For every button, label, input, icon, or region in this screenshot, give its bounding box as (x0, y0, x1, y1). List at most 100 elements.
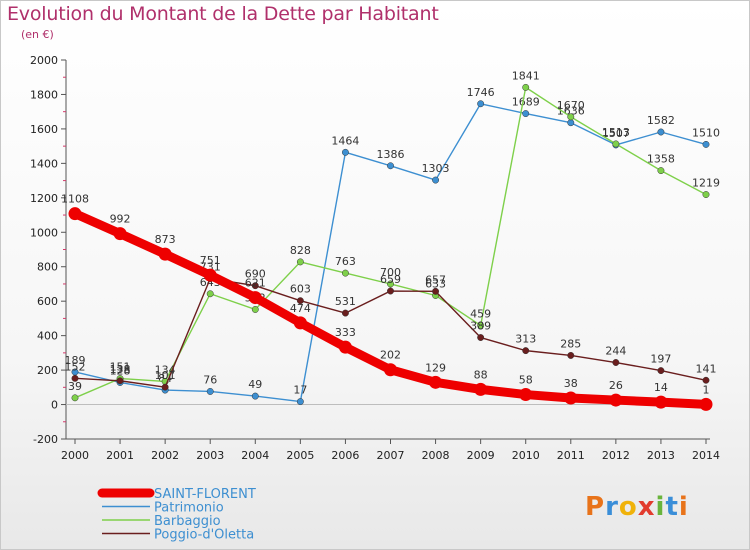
x-tick-label: 2007 (377, 449, 405, 462)
data-label: 76 (203, 373, 217, 386)
data-point (702, 191, 710, 198)
data-label: 1513 (602, 126, 630, 139)
data-point (296, 258, 304, 266)
data-label: 129 (425, 361, 446, 374)
y-tick-label: 400 (37, 330, 58, 343)
data-label: 1670 (557, 99, 585, 112)
y-tick-label: -200 (33, 433, 58, 446)
data-label: 138 (110, 363, 131, 376)
data-label: 39 (68, 380, 82, 393)
data-label: 152 (65, 360, 86, 373)
data-label: 313 (515, 333, 536, 346)
x-tick-label: 2011 (557, 449, 585, 462)
y-tick-label: 200 (37, 364, 58, 377)
data-label: 1 (703, 383, 710, 396)
data-point (432, 176, 440, 184)
data-label: 751 (200, 254, 221, 267)
data-label: 1636 (557, 105, 585, 118)
data-label: 128 (110, 364, 131, 377)
data-label: 1386 (377, 148, 405, 161)
x-tick-label: 2005 (286, 449, 314, 462)
data-label: 389 (470, 320, 491, 333)
data-point (432, 287, 440, 295)
data-label: 1510 (692, 126, 720, 139)
data-point (429, 375, 443, 389)
legend-label: Patrimonio (154, 501, 224, 516)
data-point (387, 280, 394, 288)
data-point (564, 391, 578, 405)
data-point (474, 382, 488, 396)
data-point (71, 394, 79, 402)
data-label: 189 (65, 354, 86, 367)
data-label: 38 (564, 377, 578, 390)
data-label: 531 (335, 295, 356, 308)
legend-label: Barbaggio (154, 514, 221, 529)
logo-letter: x (637, 492, 656, 522)
data-label: 1219 (692, 177, 720, 190)
logo-letter: o (618, 492, 638, 522)
y-tick-label: 2000 (30, 54, 58, 67)
data-label: 285 (560, 337, 581, 350)
data-label: 26 (609, 379, 623, 392)
legend-label: SAINT-FLORENT (154, 487, 256, 502)
x-tick-label: 2006 (331, 449, 359, 462)
data-point (384, 363, 397, 377)
data-point (522, 110, 530, 118)
data-label: 657 (425, 273, 446, 286)
data-point (657, 167, 665, 175)
data-label: 474 (290, 302, 311, 315)
logo-letter: i (678, 492, 689, 522)
data-label: 244 (605, 345, 626, 358)
y-tick-label: 1600 (30, 123, 58, 136)
x-tick-label: 2003 (196, 449, 224, 462)
data-label: 17 (293, 384, 307, 397)
data-point (206, 388, 214, 395)
data-label: 1582 (647, 114, 675, 127)
data-point (477, 100, 485, 108)
data-point (657, 128, 665, 136)
data-label: 659 (380, 273, 401, 286)
data-label: 828 (290, 244, 311, 257)
data-point (477, 322, 485, 329)
data-label: 49 (248, 378, 262, 391)
logo-letter: t (665, 492, 679, 522)
data-point (657, 367, 665, 375)
data-point (71, 374, 79, 382)
data-point (522, 347, 530, 355)
data-label: 197 (650, 353, 671, 366)
legend-label: Poggio-d'Oletta (154, 528, 254, 543)
data-label: 1841 (512, 69, 540, 82)
data-point (567, 351, 575, 359)
data-label: 873 (155, 233, 176, 246)
data-point (158, 247, 172, 261)
data-point (702, 140, 710, 148)
data-label: 763 (335, 255, 356, 268)
y-tick-label: 800 (37, 261, 58, 274)
data-point (387, 287, 394, 295)
data-point (251, 392, 259, 400)
y-tick-label: 1800 (30, 88, 58, 101)
data-point (68, 207, 82, 221)
data-label: 992 (110, 213, 131, 226)
data-point (203, 268, 217, 282)
data-label: 690 (245, 268, 266, 281)
data-label: 58 (519, 374, 533, 387)
data-point (654, 395, 668, 409)
data-point (702, 376, 710, 384)
data-point (567, 113, 575, 121)
data-point (161, 383, 169, 391)
data-point (567, 119, 575, 127)
chart-title: Evolution du Montant de la Dette par Hab… (7, 3, 439, 25)
y-tick-label: 1400 (30, 157, 58, 170)
data-point (251, 306, 259, 313)
x-tick-label: 2010 (512, 449, 540, 462)
logo-letter: i (655, 492, 666, 522)
data-point (612, 359, 620, 366)
data-label: 633 (425, 277, 446, 290)
logo-letter: r (605, 492, 619, 522)
data-point (522, 83, 530, 91)
data-point (341, 269, 349, 277)
data-label: 88 (474, 368, 488, 381)
